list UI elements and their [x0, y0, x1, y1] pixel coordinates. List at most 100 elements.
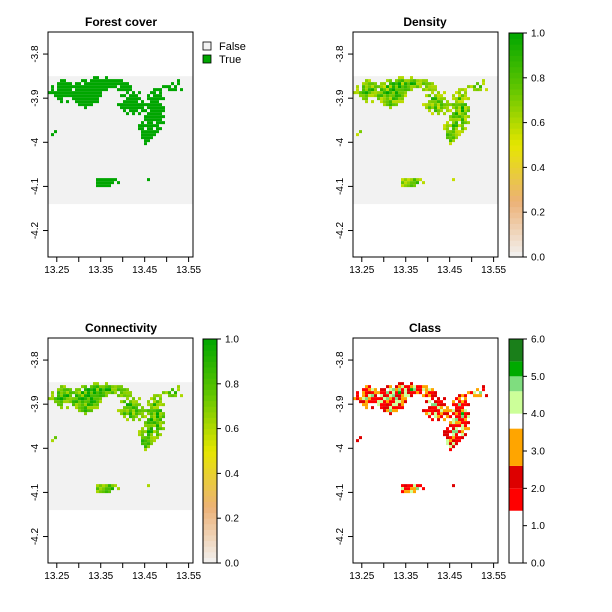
raster-cell: [105, 394, 108, 398]
raster-cell: [458, 406, 461, 410]
raster-cell: [428, 94, 431, 98]
raster-cell: [144, 421, 147, 425]
raster-cell: [464, 415, 467, 419]
raster-cell: [434, 97, 437, 101]
raster-cell: [467, 85, 470, 89]
raster-cell: [386, 85, 389, 89]
raster-cell: [464, 106, 467, 110]
raster-cell: [69, 394, 72, 398]
raster-cell: [431, 106, 434, 110]
raster-cell: [365, 79, 368, 83]
raster-cell: [434, 391, 437, 395]
raster-cell: [365, 100, 368, 104]
raster-cell: [392, 403, 395, 407]
raster-cell: [386, 88, 389, 92]
raster-cell: [147, 106, 150, 110]
raster-cell: [395, 91, 398, 95]
raster-cell: [452, 403, 455, 407]
raster-cell: [401, 79, 404, 83]
raster-cell: [401, 76, 404, 80]
raster-cell: [395, 391, 398, 395]
raster-cell: [443, 124, 446, 128]
raster-cell: [78, 82, 81, 86]
raster-cell: [455, 433, 458, 437]
raster-cell: [123, 409, 126, 413]
raster-cell: [159, 433, 162, 437]
raster-cell: [410, 181, 413, 185]
raster-cell: [458, 97, 461, 101]
raster-cell: [482, 79, 485, 83]
raster-cell: [386, 403, 389, 407]
raster-cell: [102, 484, 105, 488]
raster-cell: [452, 442, 455, 446]
raster-cell: [93, 97, 96, 101]
raster-cell: [455, 127, 458, 131]
colorbar-segment: [203, 372, 217, 379]
raster-cell: [159, 103, 162, 107]
raster-cell: [386, 97, 389, 101]
colorbar-segment: [509, 189, 523, 196]
y-tick-label: -3.9: [30, 89, 41, 107]
raster-cell: [437, 94, 440, 98]
raster-cell: [398, 388, 401, 392]
raster-cell: [72, 85, 75, 89]
raster-cell: [111, 79, 114, 83]
raster-cell: [156, 100, 159, 104]
raster-cell: [410, 88, 413, 92]
colorbar-segment: [203, 439, 217, 446]
legend-swatch-true: [202, 54, 212, 64]
raster-cell: [120, 391, 123, 395]
raster-cell: [60, 91, 63, 95]
colorbar-tick-label: 1.0: [531, 521, 545, 532]
raster-cell: [147, 421, 150, 425]
colorbar-class: [509, 510, 523, 526]
raster-cell: [392, 391, 395, 395]
raster-cell: [371, 94, 374, 98]
raster-cell: [368, 397, 371, 401]
raster-cell: [111, 85, 114, 89]
raster-cell: [434, 85, 437, 89]
raster-cell: [99, 400, 102, 404]
raster-cell: [81, 88, 84, 92]
raster-cell: [410, 82, 413, 86]
raster-cell: [114, 85, 117, 89]
raster-cell: [437, 100, 440, 104]
raster-cell: [404, 88, 407, 92]
raster-cell: [404, 385, 407, 389]
raster-cell: [147, 436, 150, 440]
raster-cell: [437, 415, 440, 419]
raster-cell: [153, 418, 156, 422]
raster-cell: [458, 430, 461, 434]
raster-cell: [455, 403, 458, 407]
raster-cell: [138, 418, 141, 422]
raster-cell: [81, 79, 84, 83]
raster-cell: [99, 88, 102, 92]
raster-cell: [365, 397, 368, 401]
raster-cell: [162, 427, 165, 431]
raster-cell: [156, 415, 159, 419]
raster-cell: [114, 79, 117, 83]
colorbar-segment: [509, 77, 523, 84]
panels: 13.25 13.35 13.45 13.55-3.8-3.9-4-4.1-4.213…: [30, 29, 545, 583]
raster-cell: [156, 106, 159, 110]
raster-cell: [434, 406, 437, 410]
raster-cell: [63, 394, 66, 398]
raster-cell: [368, 385, 371, 389]
x-tick-label: 13.35: [88, 571, 113, 582]
raster-cell: [455, 412, 458, 416]
raster-cell: [156, 418, 159, 422]
raster-cell: [117, 388, 120, 392]
raster-cell: [162, 121, 165, 125]
raster-cell: [464, 118, 467, 122]
raster-cell: [452, 421, 455, 425]
raster-cell: [141, 433, 144, 437]
raster-cell: [141, 415, 144, 419]
raster-cell: [398, 82, 401, 86]
raster-cell: [425, 385, 428, 389]
raster-cell: [368, 94, 371, 98]
colorbar-segment: [509, 178, 523, 185]
raster-cell: [159, 403, 162, 407]
raster-cell: [99, 490, 102, 494]
raster-cell: [126, 418, 129, 422]
raster-cell: [458, 88, 461, 92]
